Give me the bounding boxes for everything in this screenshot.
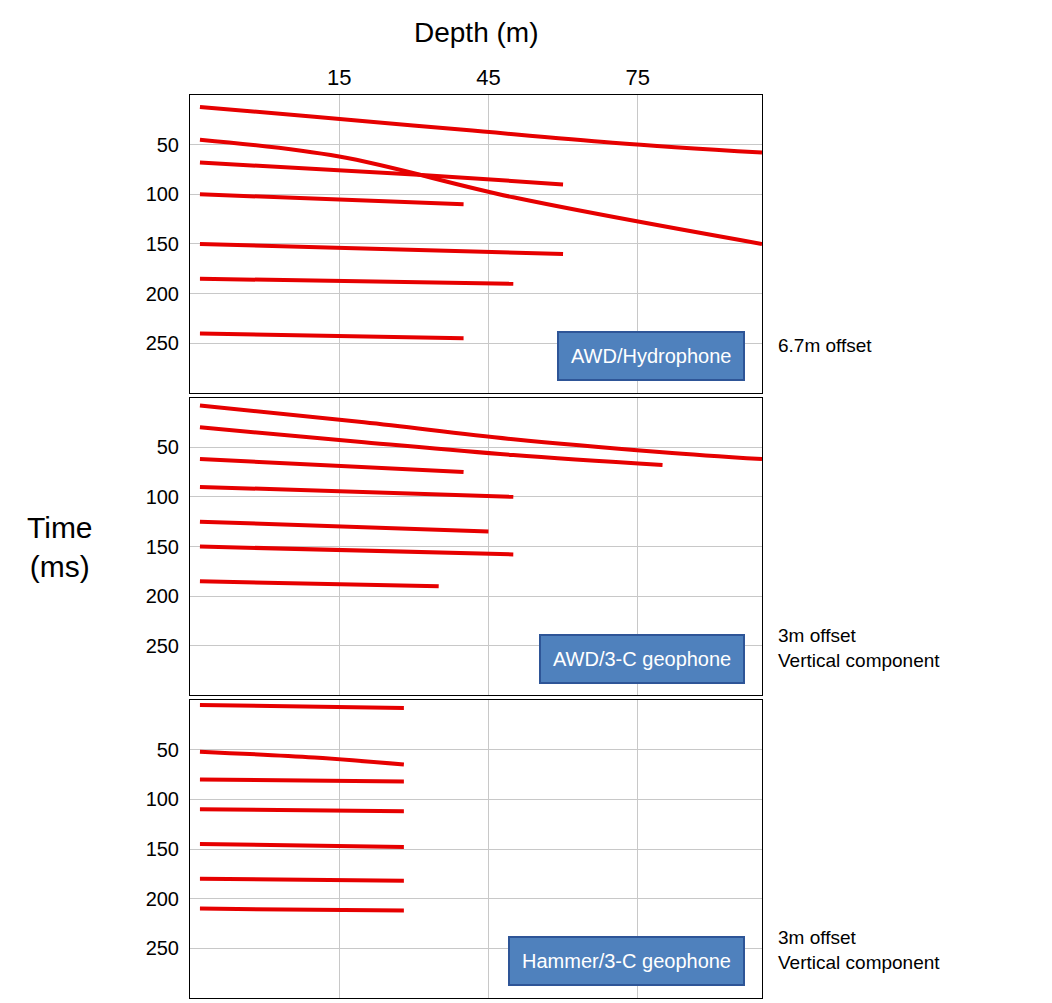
svg-text:200: 200 [146,888,179,910]
svg-text:150: 150 [146,536,179,558]
svg-text:50: 50 [157,436,179,458]
svg-text:100: 100 [146,486,179,508]
svg-text:200: 200 [146,283,179,305]
svg-text:100: 100 [146,788,179,810]
svg-text:AWD/Hydrophone: AWD/Hydrophone [571,345,731,367]
svg-text:150: 150 [146,838,179,860]
svg-text:Hammer/3-C geophone: Hammer/3-C geophone [522,950,731,972]
svg-text:50: 50 [157,739,179,761]
svg-text:100: 100 [146,183,179,205]
svg-text:3m offsetVertical component: 3m offsetVertical component [778,625,940,671]
svg-text:45: 45 [476,65,500,90]
svg-text:15: 15 [327,65,351,90]
svg-text:250: 250 [146,937,179,959]
svg-text:250: 250 [146,332,179,354]
svg-text:3m offsetVertical component: 3m offsetVertical component [778,927,940,973]
svg-text:Time(ms): Time(ms) [27,511,93,583]
svg-text:200: 200 [146,585,179,607]
svg-text:Depth (m): Depth (m) [414,17,538,48]
svg-text:AWD/3-C geophone: AWD/3-C geophone [553,648,731,670]
svg-text:250: 250 [146,635,179,657]
svg-text:50: 50 [157,134,179,156]
svg-text:150: 150 [146,233,179,255]
svg-text:75: 75 [625,65,649,90]
svg-text:6.7m offset: 6.7m offset [778,335,872,356]
